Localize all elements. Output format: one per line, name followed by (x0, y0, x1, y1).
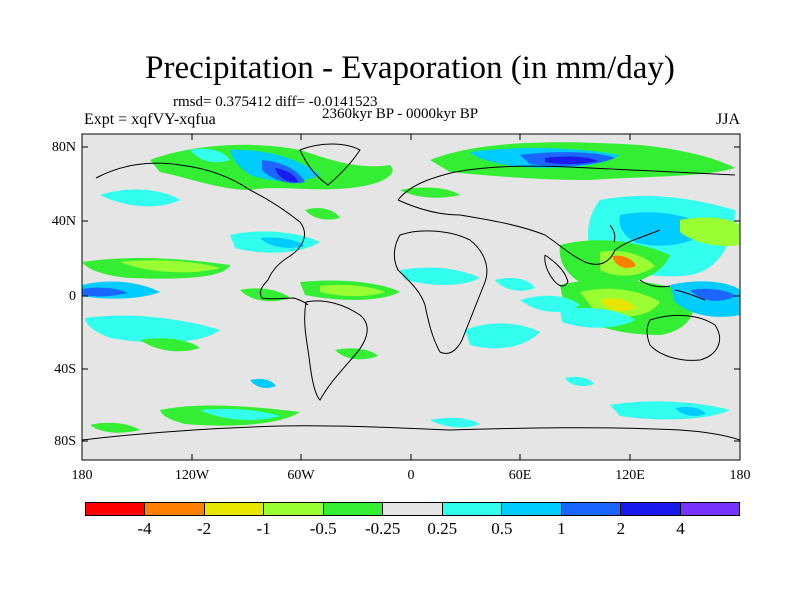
experiment-label: Expt = xqfVY-xqfua (84, 111, 216, 128)
lon-label-120e: 120E (615, 468, 645, 483)
colorbar-label: -0.25 (365, 519, 401, 538)
plot-title: Precipitation - Evaporation (in mm/day) (145, 50, 675, 86)
anomaly-patch (240, 288, 290, 302)
anomaly-patch (120, 260, 220, 273)
lat-label-80n: 80N (51, 140, 76, 155)
anomaly-patch (90, 422, 140, 433)
colorbar-label: -1 (256, 519, 271, 538)
anomaly-patch (400, 187, 460, 198)
coastlines (82, 143, 740, 441)
colorbar-segment (383, 503, 443, 515)
coastline-india (544, 254, 569, 287)
anomaly-patch (260, 237, 305, 248)
coastline-north-america (95, 162, 309, 306)
anomaly-patch (140, 338, 200, 352)
coastline-islands (609, 224, 706, 301)
colorbar-segment (204, 503, 265, 515)
anomaly-patch (675, 406, 706, 416)
lat-label-0: 0 (69, 289, 76, 304)
colorbar-segment (502, 503, 562, 515)
anomaly-patch (545, 156, 598, 165)
colorbar-segment (323, 503, 384, 515)
period-label: 2360kyr BP - 0000kyr BP (322, 106, 479, 122)
lon-label-120w: 120W (174, 468, 210, 483)
anomaly-patch (600, 298, 636, 312)
anomaly-patch (82, 287, 128, 297)
lon-label-60w: 60W (287, 468, 315, 483)
anomaly-patch (560, 308, 635, 328)
lon-label-0: 0 (407, 468, 415, 483)
lon-label-60e: 60E (508, 468, 532, 483)
axis-ticks (81, 134, 741, 460)
anomaly-patch (565, 376, 594, 386)
anomaly-patch (200, 408, 280, 420)
colorbar-label: 0.25 (427, 519, 458, 538)
anomaly-patch (520, 295, 580, 312)
colorbar-segment (86, 503, 146, 515)
anomaly-patch (690, 288, 736, 301)
anomaly-patch (430, 417, 480, 428)
statistics-text: rmsd= 0.375412 diff= -0.0141523 (173, 94, 378, 110)
colorbar-label: 0.5 (491, 519, 513, 538)
lon-label-180-east: 180 (729, 468, 751, 483)
coastline-antarctica (82, 425, 740, 441)
colorbar-segment (442, 503, 503, 515)
colorbar-segment (145, 503, 205, 515)
anomaly-patch (495, 277, 535, 291)
coastline-south-america (304, 300, 368, 401)
lat-label-40n: 40N (51, 214, 76, 229)
coastline-greenland (299, 143, 361, 186)
colorbar-label: 4 (676, 519, 685, 538)
anomaly-patch (400, 267, 480, 285)
anomaly-patch (250, 378, 276, 388)
coastline-africa (393, 230, 488, 354)
colorbar-segment (621, 503, 681, 515)
anomaly-patch (680, 217, 740, 246)
anomaly-patch (320, 284, 385, 297)
coastline-europe-asia (397, 165, 736, 265)
coastline-australia (646, 315, 720, 361)
anomaly-patches (82, 142, 740, 433)
lat-label-40s: 40S (54, 362, 76, 377)
lon-label-180-west: 180 (71, 468, 93, 483)
colorbar-label: -4 (137, 519, 152, 538)
lat-label-80s: 80S (54, 434, 76, 449)
colorbar-label: 1 (557, 519, 566, 538)
colorbar-label: -2 (196, 519, 212, 538)
anomaly-patch (100, 189, 180, 207)
anomaly-patch (612, 255, 636, 268)
colorbar-label: -0.5 (309, 519, 337, 538)
anomaly-patch (465, 323, 540, 349)
colorbar-segment (680, 503, 739, 515)
season-label: JJA (716, 111, 741, 128)
colorbar (85, 502, 740, 516)
anomaly-patch (305, 207, 340, 220)
colorbar-label: 2 (616, 519, 626, 538)
anomaly-patch (85, 315, 220, 343)
anomaly-patch (190, 148, 230, 163)
colorbar-segment (561, 503, 622, 515)
anomaly-patch (275, 168, 298, 183)
colorbar-segment (264, 503, 324, 515)
